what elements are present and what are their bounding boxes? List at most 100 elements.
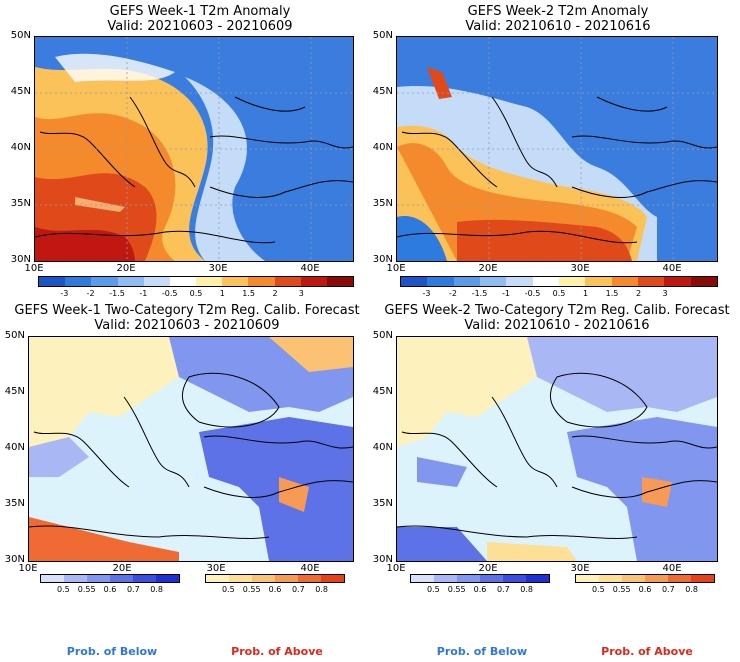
prob-below-label-2: Prob. of Below xyxy=(436,645,528,658)
map-week2-anomaly-field xyxy=(397,37,717,261)
colorbar-swatch xyxy=(558,277,586,286)
colorbar-tick-label: 0.5 xyxy=(56,585,70,594)
colorbar-swatch xyxy=(39,277,66,286)
colorbar-swatch xyxy=(401,277,428,286)
colorbar-swatch xyxy=(645,575,668,582)
prob-above-label-2: Prob. of Above xyxy=(601,645,693,658)
colorbar-tick-label: 0.8 xyxy=(315,585,329,594)
below-colorbar-2 xyxy=(410,574,550,583)
lat-label: 50N xyxy=(10,30,31,41)
colorbar-swatch xyxy=(411,575,434,582)
colorbar-swatch xyxy=(453,277,480,286)
panel1-title-line1: GEFS Week-1 T2m Anomaly xyxy=(109,4,291,19)
colorbar-swatch xyxy=(321,575,344,582)
colorbar-tick-label: 0.8 xyxy=(150,585,164,594)
lon-label: 40E xyxy=(300,263,320,274)
lat-label: 30N xyxy=(372,554,393,565)
colorbar-tick-label: 0.5 xyxy=(426,585,440,594)
colorbar-swatch xyxy=(196,277,223,286)
lon-label: 20E xyxy=(478,563,498,574)
colorbar-swatch xyxy=(668,575,691,582)
colorbar-tick-label: 3 xyxy=(662,289,668,298)
colorbar-swatch xyxy=(143,277,170,286)
colorbar-swatch xyxy=(87,575,110,582)
colorbar-swatch xyxy=(611,277,638,286)
colorbar-swatch xyxy=(622,575,645,582)
colorbar-tick-label: -1.5 xyxy=(109,289,125,298)
map-week1-probability-field xyxy=(29,337,353,561)
colorbar-swatch xyxy=(664,277,691,286)
lon-label: 30E xyxy=(206,563,226,574)
colorbar-tick-label: -3 xyxy=(60,289,69,298)
colorbar-tick-label: 0.5 xyxy=(591,585,605,594)
colorbar-tick-label: 0.5 xyxy=(189,289,203,298)
colorbar-swatch xyxy=(252,575,275,582)
map-week1-probability xyxy=(28,336,354,562)
colorbar-swatch xyxy=(599,575,622,582)
colorbar-swatch xyxy=(222,277,249,286)
colorbar-tick-label: 0.8 xyxy=(520,585,534,594)
colorbar-swatch xyxy=(690,277,717,286)
colorbar-tick-label: -1 xyxy=(139,289,148,298)
colorbar-swatch xyxy=(691,575,714,582)
colorbar-tick-label: 0.7 xyxy=(661,585,675,594)
colorbar-tick-label: -3 xyxy=(422,289,431,298)
colorbar-tick-label: -1 xyxy=(502,289,510,298)
panel3-title-line1: GEFS Week-1 Two-Category T2m Reg. Calib.… xyxy=(14,303,360,318)
panel4-title: GEFS Week-2 Two-Category T2m Reg. Calib.… xyxy=(376,303,738,333)
lat-label: 40N xyxy=(4,442,25,453)
colorbar-tick-label: 0.55 xyxy=(242,585,261,594)
colorbar-tick-label: 0.7 xyxy=(496,585,510,594)
above-colorbar-1 xyxy=(205,574,345,583)
colorbar-swatch xyxy=(41,575,64,582)
colorbar-tick-label: 0.6 xyxy=(638,585,652,594)
colorbar-swatch xyxy=(457,575,480,582)
colorbar-swatch xyxy=(480,575,503,582)
colorbar-swatch xyxy=(298,575,321,582)
prob-above-label-1: Prob. of Above xyxy=(231,645,323,658)
lon-label: 20E xyxy=(116,263,136,274)
panel2-title: GEFS Week-2 T2m Anomaly Valid: 20210610 … xyxy=(398,4,718,34)
lat-label: 40N xyxy=(10,142,31,153)
panel2-title-line1: GEFS Week-2 T2m Anomaly xyxy=(467,4,649,19)
lon-label: 40E xyxy=(662,563,682,574)
lat-label: 30N xyxy=(4,554,25,565)
lat-label: 35N xyxy=(372,198,393,209)
colorbar-tick-label: -1.5 xyxy=(471,289,488,298)
map-week2-probability-field xyxy=(397,337,717,561)
colorbar-swatch xyxy=(479,277,507,286)
lat-label: 35N xyxy=(4,498,25,509)
map-week1-anomaly-field xyxy=(35,37,353,261)
lat-label: 45N xyxy=(4,386,25,397)
colorbar-tick-label: 0.5 xyxy=(552,289,566,298)
colorbar-tick-label: -2 xyxy=(86,289,95,298)
colorbar-swatch xyxy=(275,575,298,582)
colorbar-tick-label: -0.5 xyxy=(524,289,541,298)
panel1-title-line2: Valid: 20210603 - 20210609 xyxy=(107,19,293,34)
colorbar-tick-label: 2 xyxy=(635,289,642,298)
lon-label: 20E xyxy=(112,563,132,574)
lon-label: 10E xyxy=(386,563,406,574)
colorbar-swatch xyxy=(117,277,144,286)
anomaly-colorbar-2 xyxy=(400,276,718,287)
colorbar-swatch xyxy=(532,277,559,286)
lon-label: 20E xyxy=(478,263,498,274)
colorbar-swatch xyxy=(434,575,457,582)
colorbar-swatch xyxy=(133,575,156,582)
lat-label: 45N xyxy=(372,86,393,97)
lon-label: 30E xyxy=(208,263,228,274)
lon-label: 10E xyxy=(24,263,44,274)
colorbar-swatch xyxy=(503,575,526,582)
map-week1-anomaly xyxy=(34,36,354,262)
colorbar-swatch xyxy=(206,575,229,582)
colorbar-swatch xyxy=(274,277,301,286)
colorbar-tick-label: 3 xyxy=(298,289,304,298)
colorbar-swatch xyxy=(576,575,599,582)
colorbar-swatch xyxy=(300,277,327,286)
colorbar-swatch xyxy=(506,277,533,286)
colorbar-tick-label: 0.6 xyxy=(473,585,487,594)
lon-label: 10E xyxy=(386,263,406,274)
colorbar-swatch xyxy=(65,277,92,286)
colorbar-tick-label: 0.7 xyxy=(126,585,140,594)
colorbar-tick-label: 0.6 xyxy=(268,585,282,594)
